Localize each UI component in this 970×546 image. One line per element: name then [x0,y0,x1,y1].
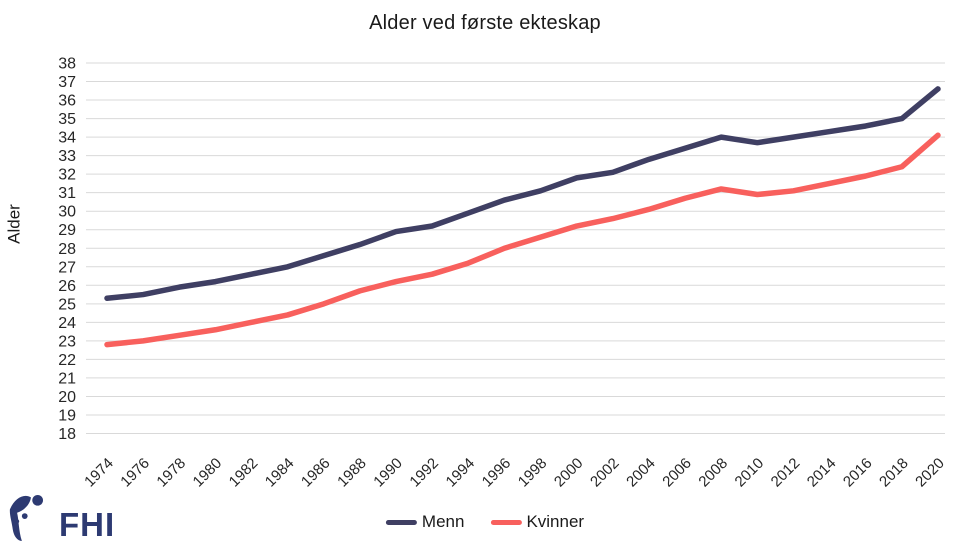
x-tick-label: 2004 [623,455,659,491]
y-tick-label: 18 [58,426,76,443]
y-tick-label: 29 [58,222,76,239]
x-tick-label: 1996 [479,455,515,491]
x-tick-label: 2012 [768,455,804,491]
x-tick-label: 1994 [443,455,479,491]
x-tick-label: 2006 [659,455,695,491]
y-tick-label: 26 [58,278,76,295]
y-tick-label: 38 [58,56,76,73]
y-tick-label: 21 [58,370,76,387]
x-tick-label: 1980 [190,455,226,491]
x-tick-label: 2002 [587,455,623,491]
x-tick-label: 1990 [370,455,406,491]
y-tick-label: 23 [58,333,76,350]
fhi-swoosh-icon [9,494,44,541]
y-tick-label: 19 [58,407,76,424]
x-tick-label: 2018 [876,455,912,491]
y-tick-label: 34 [58,130,76,147]
x-tick-label: 1998 [515,455,551,491]
legend-item-menn: Menn [385,512,465,532]
y-tick-label: 22 [58,352,76,369]
menn-line-swatch-icon [385,519,417,525]
x-tick-label: 2014 [804,455,840,491]
x-tick-label: 2008 [695,455,731,491]
legend-label-kvinner: Kvinner [526,512,585,531]
y-tick-label: 33 [58,148,76,165]
y-tick-label: 32 [58,167,76,184]
y-tick-label: 25 [58,296,76,313]
x-tick-label: 1984 [262,455,298,491]
y-tick-label: 28 [58,241,76,258]
x-tick-label: 1976 [117,455,153,491]
x-tick-label: 1988 [334,455,370,491]
x-tick-label: 2016 [840,455,876,491]
y-tick-label: 27 [58,259,76,276]
y-tick-label: 36 [58,93,76,110]
chart-legend: Menn Kvinner [385,512,584,532]
y-tick-label: 35 [58,111,76,128]
x-tick-label: 1992 [406,455,442,491]
x-tick-label: 2020 [912,455,948,491]
fhi-logo-text: FHI [59,506,116,543]
x-tick-label: 1982 [226,455,262,491]
fhi-logo: FHI [8,493,115,543]
x-tick-label: 1974 [81,455,117,491]
series-line-menn [104,86,941,302]
y-tick-label: 24 [58,315,76,332]
y-tick-label: 31 [58,185,76,202]
kvinner-line-swatch-icon [490,519,522,525]
x-tick-label: 1978 [153,455,189,491]
y-tick-label: 37 [58,74,76,91]
y-tick-label: 30 [58,204,76,221]
x-tick-label: 2010 [732,455,768,491]
chart-title: Alder ved første ekteskap [369,12,601,34]
legend-item-kvinner: Kvinner [490,512,584,532]
x-tick-label: 2000 [551,455,587,491]
y-tick-label: 20 [58,389,76,406]
legend-label-menn: Menn [421,512,465,531]
series-line-kvinner [104,132,941,348]
x-tick-label: 1986 [298,455,334,491]
